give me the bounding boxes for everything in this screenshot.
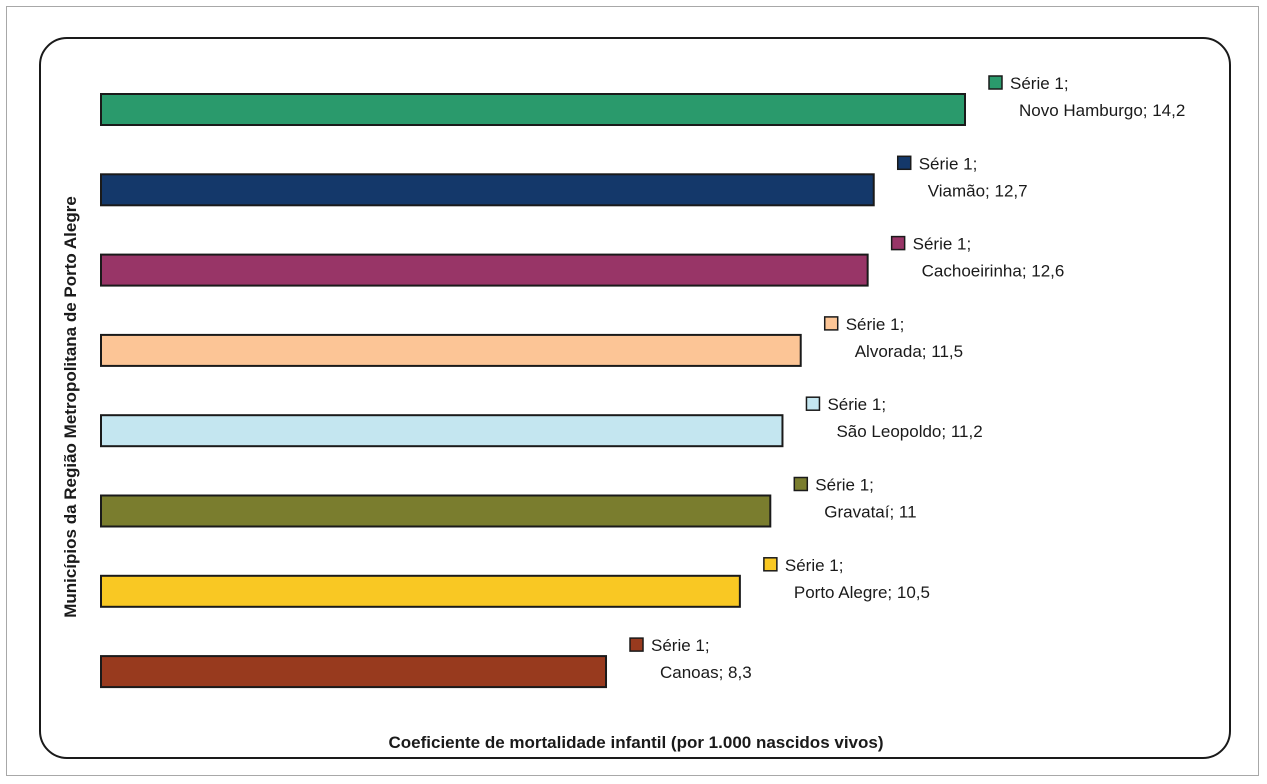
series-label-1: Série 1; [919,154,978,173]
bar-3 [100,333,802,367]
label-swatch-4 [805,396,821,411]
series-label-2: Série 1; [913,235,972,254]
bar-0 [100,93,966,126]
series-label-4: Série 1; [827,395,886,414]
series-label-3: Série 1; [846,315,905,334]
series-label-5: Série 1; [815,476,874,495]
data-label-3: Alvorada; 11,5 [855,342,963,361]
data-label-4: São Leopoldo; 11,2 [836,422,982,441]
label-swatch-1 [896,155,912,171]
label-swatch-2 [890,235,906,251]
series-label-6: Série 1; [785,556,844,575]
series-label-0: Série 1; [1010,74,1069,93]
data-label-7: Canoas; 8,3 [660,663,752,682]
data-label-1: Viamão; 12,7 [928,181,1028,200]
label-swatch-0 [988,75,1003,90]
x-axis-label: Coeficiente de mortalidade infantil (por… [388,733,883,752]
bar-2 [100,253,869,287]
label-swatch-5 [793,476,809,492]
data-label-2: Cachoeirinha; 12,6 [922,262,1065,281]
bar-6 [100,574,741,608]
data-label-0: Novo Hamburgo; 14,2 [1019,101,1185,120]
bar-4 [100,414,784,448]
label-swatch-6 [763,557,778,572]
bar-5 [100,494,772,528]
series-label-7: Série 1; [651,636,710,655]
data-label-5: Gravataí; 11 [824,503,916,522]
label-swatch-7 [629,637,644,652]
bar-7 [100,655,608,689]
bars-group: Série 1; Novo Hamburgo; 14,2 Série 1; Viamã… [100,74,1185,689]
bar-1 [100,173,875,207]
label-swatch-3 [823,316,839,331]
y-axis-label: Municípios da Região Metropolitana de Po… [61,196,80,618]
data-label-6: Porto Alegre; 10,5 [794,583,930,602]
